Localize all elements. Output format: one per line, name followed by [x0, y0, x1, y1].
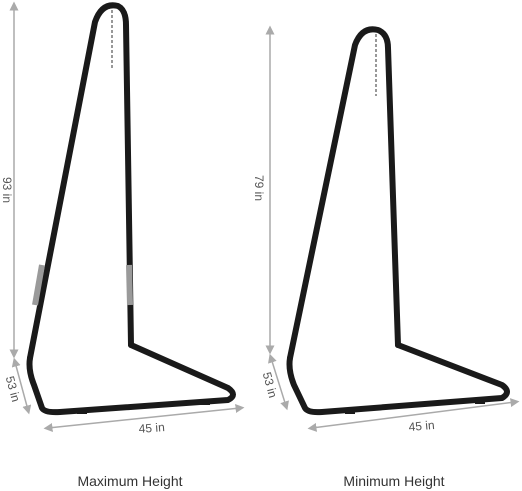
- stand-min: 79 in 53 in 45 in Minimum Height: [252, 25, 520, 489]
- depth-label: 53 in: [3, 375, 23, 404]
- stand-max: 93 in 53 in 45 in Maximum Height: [0, 1, 245, 489]
- height-label: 93 in: [0, 177, 14, 203]
- height-label: 79 in: [252, 175, 266, 201]
- caption: Minimum Height: [343, 473, 444, 489]
- width-label: 45 in: [138, 420, 165, 436]
- depth-label: 53 in: [260, 371, 280, 400]
- width-label: 45 in: [408, 418, 435, 434]
- caption: Maximum Height: [77, 473, 182, 489]
